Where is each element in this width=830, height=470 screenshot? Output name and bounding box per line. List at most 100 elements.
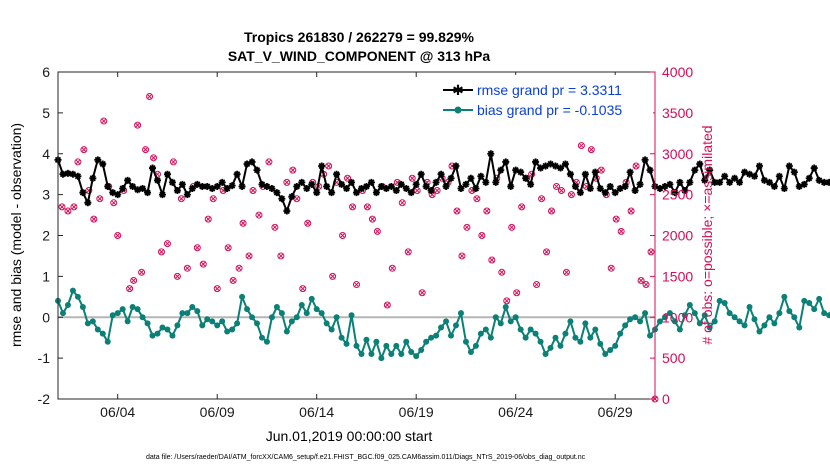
obs-assimilated-point	[579, 143, 584, 148]
obs-possible-point	[229, 276, 237, 284]
obs-assimilated-point	[159, 249, 164, 255]
obs-possible-point	[398, 199, 406, 207]
rmse-point	[676, 178, 684, 186]
rmse-point	[318, 162, 326, 170]
bias-point	[497, 320, 504, 327]
bias-point	[537, 338, 544, 345]
bias-point	[671, 318, 678, 325]
bias-point	[308, 295, 315, 302]
obs-assimilated-point	[598, 167, 604, 173]
obs-assimilated-point	[330, 274, 335, 279]
rmse-point	[522, 174, 530, 182]
bias-point	[457, 310, 464, 317]
rmse-point	[94, 156, 102, 164]
bias-point	[129, 304, 136, 311]
obs-assimilated-point	[499, 269, 505, 275]
rmse-point	[278, 195, 286, 203]
rmse-point	[815, 176, 823, 184]
obs-possible-point	[632, 162, 640, 170]
bias-point	[781, 293, 788, 300]
obs-assimilated-point	[618, 229, 624, 234]
bias-point	[502, 304, 509, 311]
obs-possible-point	[277, 252, 285, 260]
obs-possible-point	[503, 297, 511, 305]
obs-assimilated-point	[628, 208, 634, 214]
bias-point	[149, 332, 156, 339]
obs-possible-point	[173, 272, 181, 280]
obs-assimilated-point	[143, 147, 148, 153]
rmse-point	[298, 178, 306, 186]
obs-assimilated-point	[564, 269, 569, 275]
bias-point	[547, 344, 554, 351]
rmse-point	[721, 172, 729, 180]
bias-point	[199, 322, 206, 329]
rmse-point	[313, 189, 321, 197]
obs-assimilated-point	[147, 94, 152, 99]
rmse-point	[233, 170, 241, 178]
rmse-point	[462, 180, 470, 188]
obs-assimilated-point	[305, 220, 311, 226]
left-axis-ticks: -2 -1 0 1 2 3 4 5 6	[38, 64, 63, 407]
obs-possible-point	[96, 195, 104, 203]
x-tick-label: 06/09	[200, 404, 235, 420]
obs-possible-point	[329, 272, 337, 280]
obs-assimilated-point	[409, 175, 415, 181]
obs-possible-point	[90, 215, 98, 223]
rmse-point	[154, 176, 161, 184]
bias-point	[711, 318, 718, 325]
obs-assimilated-point	[504, 298, 510, 304]
rmse-point	[621, 182, 629, 190]
obs-possible-point	[58, 203, 66, 211]
x-tick-label: 06/24	[498, 404, 533, 420]
rmse-point	[243, 160, 251, 168]
rmse-point	[104, 182, 112, 190]
chart-title-line1: Tropics 261830 / 262279 = 99.829%	[244, 29, 475, 45]
rmse-point	[178, 180, 186, 188]
legend-bias-marker	[454, 106, 462, 114]
obs-assimilated-point	[549, 208, 554, 214]
rmse-point	[139, 184, 147, 192]
bias-point	[408, 348, 415, 355]
bias-point	[512, 314, 519, 321]
rmse-point	[442, 182, 450, 190]
obs-possible-point	[567, 191, 575, 199]
bias-point	[477, 330, 484, 337]
obs-assimilated-point	[638, 278, 644, 283]
rmse-point	[79, 189, 87, 197]
bias-point	[104, 338, 111, 345]
obs-assimilated-point	[225, 245, 231, 251]
obs-assimilated-point	[81, 147, 87, 153]
rmse-point	[780, 184, 788, 192]
obs-possible-point	[150, 154, 158, 162]
obs-assimilated-point	[135, 122, 140, 128]
rmse-point	[547, 160, 555, 168]
bias-point	[268, 314, 275, 321]
bias-point	[428, 334, 435, 341]
obs-possible-point	[349, 203, 357, 211]
bias-point	[139, 314, 146, 321]
rmse-point	[502, 158, 510, 166]
bias-point	[542, 351, 549, 358]
obs-assimilated-point	[91, 216, 97, 222]
rmse-point	[253, 166, 261, 174]
bias-point	[413, 353, 420, 360]
rmse-point	[193, 180, 201, 188]
bias-point	[378, 355, 385, 362]
rmse-point	[556, 164, 564, 172]
rmse-point	[422, 182, 430, 190]
rmse-point	[218, 178, 226, 186]
obs-assimilated-point	[59, 204, 65, 210]
bias-point	[532, 330, 539, 337]
left-tick-label: -1	[38, 350, 51, 366]
x-tick-label: 06/14	[299, 404, 334, 420]
rmse-point	[696, 160, 704, 168]
rmse-point	[99, 160, 107, 168]
bias-point	[293, 314, 300, 321]
rmse-point	[517, 168, 525, 176]
obs-possible-point	[249, 187, 257, 195]
obs-possible-point	[193, 244, 201, 252]
bias-point	[721, 299, 728, 306]
rmse-point	[636, 180, 644, 188]
bias-point	[443, 318, 450, 325]
obs-possible-point	[612, 215, 620, 223]
